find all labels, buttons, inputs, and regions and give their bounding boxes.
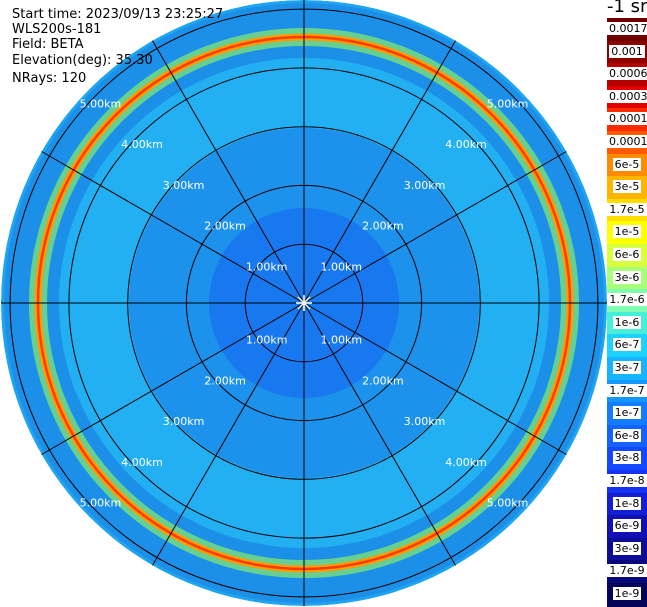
- colorbar-segment: 0.0006: [607, 63, 647, 87]
- colorbar-segment: 1.7e-8: [607, 470, 647, 494]
- colorbar-tick-label: 3e-6: [612, 270, 642, 284]
- azimuth-spoke: [303, 151, 567, 304]
- colorbar-tick-label: 3e-9: [612, 541, 642, 555]
- range-ring-label: 1.00km: [246, 334, 288, 347]
- colorbar-segment: 1e-8: [607, 492, 647, 517]
- colorbar-tick-label: 0.0006: [607, 67, 647, 81]
- range-ring-label: 1.00km: [321, 260, 363, 273]
- colorbar-segment: 0.0001: [607, 131, 647, 155]
- colorbar-unit-label: -1 sr: [607, 0, 647, 17]
- colorbar-tick-label: 1.7e-7: [607, 383, 647, 397]
- azimuth-spoke: [41, 151, 305, 304]
- colorbar-tick-label: 6e-6: [612, 248, 642, 261]
- range-ring-label: 5.00km: [80, 98, 122, 111]
- range-ring-label: 2.00km: [362, 374, 404, 387]
- range-ring-label: 3.00km: [404, 179, 446, 192]
- colorbar-segment: 3e-7: [607, 357, 647, 381]
- colorbar-segment: 6e-8: [607, 424, 647, 449]
- colorbar-segment: 6e-7: [607, 334, 647, 358]
- colorbar-segment: 6e-5: [607, 153, 647, 178]
- colorbar-tick-label: 1.7e-9: [607, 564, 647, 578]
- range-ring-label: 1.00km: [321, 334, 363, 347]
- colorbar-tick-label: 3e-5: [612, 180, 642, 194]
- range-ring-label: 1.00km: [246, 260, 288, 273]
- range-ring-label: 4.00km: [445, 456, 487, 469]
- colorbar-tick-label: 6e-9: [612, 519, 642, 533]
- range-ring-label: 4.00km: [445, 138, 487, 151]
- azimuth-spoke: [152, 40, 305, 304]
- colorbar-tick-label: 1e-7: [612, 406, 642, 420]
- range-ring-label: 5.00km: [80, 497, 122, 510]
- colorbar-segment: 1e-6: [607, 311, 647, 336]
- azimuth-spoke: [303, 40, 456, 304]
- range-ring-label: 4.00km: [121, 138, 163, 151]
- azimuth-spoke: [152, 302, 305, 566]
- range-ring-labels: 1.00km 1.00km 1.00km 1.00km 2.00km 2.00km 2.00…: [80, 98, 529, 510]
- colorbar-tick-label: 0.001: [609, 44, 645, 58]
- colorbar-tick-label: 6e-7: [612, 338, 642, 352]
- colorbar-segment: 3e-6: [607, 266, 647, 291]
- colorbar-segment: 6e-6: [607, 244, 647, 268]
- colorbar-segment: 3e-9: [607, 537, 647, 562]
- range-ring-label: 3.00km: [163, 179, 205, 192]
- range-azimuth-grid: [1, 0, 607, 606]
- colorbar-segment: 0.0003: [607, 85, 647, 110]
- colorbar-segment: 6e-9: [607, 515, 647, 539]
- radar-center-marker: [296, 295, 312, 311]
- range-ring-label: 3.00km: [404, 415, 446, 428]
- colorbar-tick-label: 6e-5: [612, 157, 642, 171]
- azimuth-spoke: [303, 302, 456, 566]
- range-ring-label: 2.00km: [204, 374, 246, 387]
- range-ring-label: 2.00km: [362, 220, 404, 233]
- colorbar-tick-label: 1.7e-8: [607, 474, 647, 487]
- colorbar-tick-label: 6e-8: [612, 428, 642, 442]
- nrays-label: NRays: 120: [12, 71, 87, 86]
- azimuth-spoke: [41, 302, 305, 455]
- colorbar-segment: 1e-9: [607, 583, 647, 607]
- colorbar-segment: 3e-8: [607, 447, 647, 471]
- colorbar-segment: 1.7e-6: [607, 289, 647, 313]
- colorbar-segment: 1e-7: [607, 402, 647, 426]
- colorbar-tick-label: 1e-5: [612, 225, 642, 239]
- colorbar-tick-label: 3e-7: [612, 361, 642, 374]
- colorbar-tick-label: 1e-6: [612, 315, 642, 329]
- colorbar-tick-label: 0.0001: [607, 135, 647, 148]
- azimuth-spoke: [303, 302, 567, 455]
- range-ring-label: 4.00km: [121, 456, 163, 469]
- colorbar-tick-label: 1e-9: [612, 587, 642, 600]
- colorbar-segment: 3e-5: [607, 176, 647, 200]
- colorbar-segment: 0.0017: [607, 18, 647, 42]
- range-ring-label: 2.00km: [204, 220, 246, 233]
- colorbar-tick-label: 3e-8: [612, 451, 642, 465]
- colorbar-tick-label: 0.0017: [607, 22, 647, 35]
- colorbar-segment: 1.7e-9: [607, 560, 647, 584]
- colorbar-segment: 1.7e-7: [607, 379, 647, 404]
- colorbar-segment: 0.001: [607, 40, 647, 65]
- range-ring-label: 3.00km: [163, 415, 205, 428]
- colorbar-tick-label: 1.7e-5: [607, 202, 647, 216]
- colorbar-tick-label: 0.0003: [607, 89, 647, 103]
- colorbar-segment: 0.00017: [607, 108, 647, 132]
- start-time-label: Start time: 2023/09/13 23:25:27: [12, 7, 224, 22]
- range-ring-label: 5.00km: [487, 98, 529, 111]
- colorbar-tick-label: 1e-8: [612, 496, 642, 510]
- elevation-label: Elevation(deg): 35.30: [12, 53, 153, 68]
- colorbar-tick-label: 1.7e-6: [607, 293, 647, 307]
- colorbar-segment: 1e-5: [607, 221, 647, 245]
- range-ring-label: 5.00km: [487, 497, 529, 510]
- ppi-scan-plot: 1.00km 1.00km 1.00km 1.00km 2.00km 2.00km 2.00…: [1, 0, 607, 606]
- field-label: Field: BETA: [12, 37, 84, 52]
- colorbar-segment: 1.7e-5: [607, 198, 647, 223]
- instrument-label: WLS200s-181: [12, 22, 102, 37]
- colorbar-tick-label: 0.00017: [607, 112, 647, 126]
